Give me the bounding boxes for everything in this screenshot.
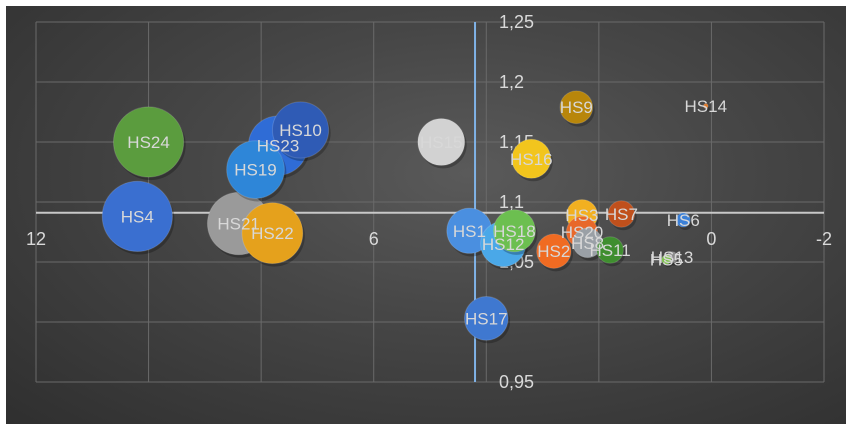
- y-tick-label: 1,1: [499, 192, 524, 212]
- bubble-label: HS9: [560, 98, 593, 117]
- bubble: [596, 236, 624, 264]
- bubble: [463, 296, 509, 341]
- bubble-label: HS7: [605, 205, 638, 224]
- bubble-label: HS14: [685, 97, 728, 116]
- bubble-label: HS15: [420, 133, 463, 152]
- bubble-label: HS16: [510, 150, 553, 169]
- bubble: [661, 254, 672, 265]
- y-tick-label: 1,2: [499, 72, 524, 92]
- bubble: [702, 103, 709, 109]
- bubble-label: HS13: [651, 248, 694, 267]
- bubble: [241, 202, 304, 265]
- bubble-label: HS21: [217, 215, 260, 234]
- bubble-label: HS1: [453, 222, 486, 241]
- bubble: [675, 212, 691, 228]
- bubble: [417, 118, 466, 166]
- bubble: [511, 138, 552, 179]
- bubble-label: HS23: [257, 137, 300, 156]
- y-tick-label: 1,25: [499, 12, 534, 32]
- bubble-label: HS19: [234, 161, 277, 180]
- chart-area: 1,251,21,151,11,050,95121060-2 HS24HS4HS…: [6, 6, 846, 424]
- bubble-label: HS12: [482, 235, 525, 254]
- bubble-label: HS8: [571, 234, 604, 253]
- bubble-label: HS22: [251, 224, 294, 243]
- bubble: [226, 140, 285, 199]
- bubble: [271, 101, 330, 159]
- bubble-label: HS6: [667, 211, 700, 230]
- y-tick-label: 0,95: [499, 372, 534, 392]
- bubble-label: HS24: [127, 133, 170, 152]
- bubble: [112, 106, 185, 178]
- bubble: [559, 90, 594, 125]
- x-tick-label: 12: [26, 229, 46, 249]
- bubble-label: HS11: [589, 241, 630, 260]
- bubble-label: HS2: [537, 242, 570, 261]
- bubble-label: HS18: [493, 222, 536, 241]
- bubble: [101, 180, 173, 252]
- bubble-label: HS5: [650, 251, 683, 270]
- bubble-chart: 1,251,21,151,11,050,95121060-2 HS24HS4HS…: [26, 12, 832, 392]
- bubble: [492, 209, 536, 253]
- bubble: [536, 233, 572, 269]
- x-tick-label: 0: [706, 229, 716, 249]
- bubble-label: HS10: [279, 121, 322, 140]
- bubble-label: HS20: [561, 223, 604, 242]
- bubble-label: HS17: [465, 309, 508, 328]
- bubble: [607, 200, 636, 228]
- x-tick-label: 6: [369, 229, 379, 249]
- bubbles: [101, 90, 711, 344]
- bubble-label: HS3: [565, 206, 598, 225]
- x-tick-label: -2: [816, 229, 832, 249]
- bubble-label: HS4: [121, 207, 154, 226]
